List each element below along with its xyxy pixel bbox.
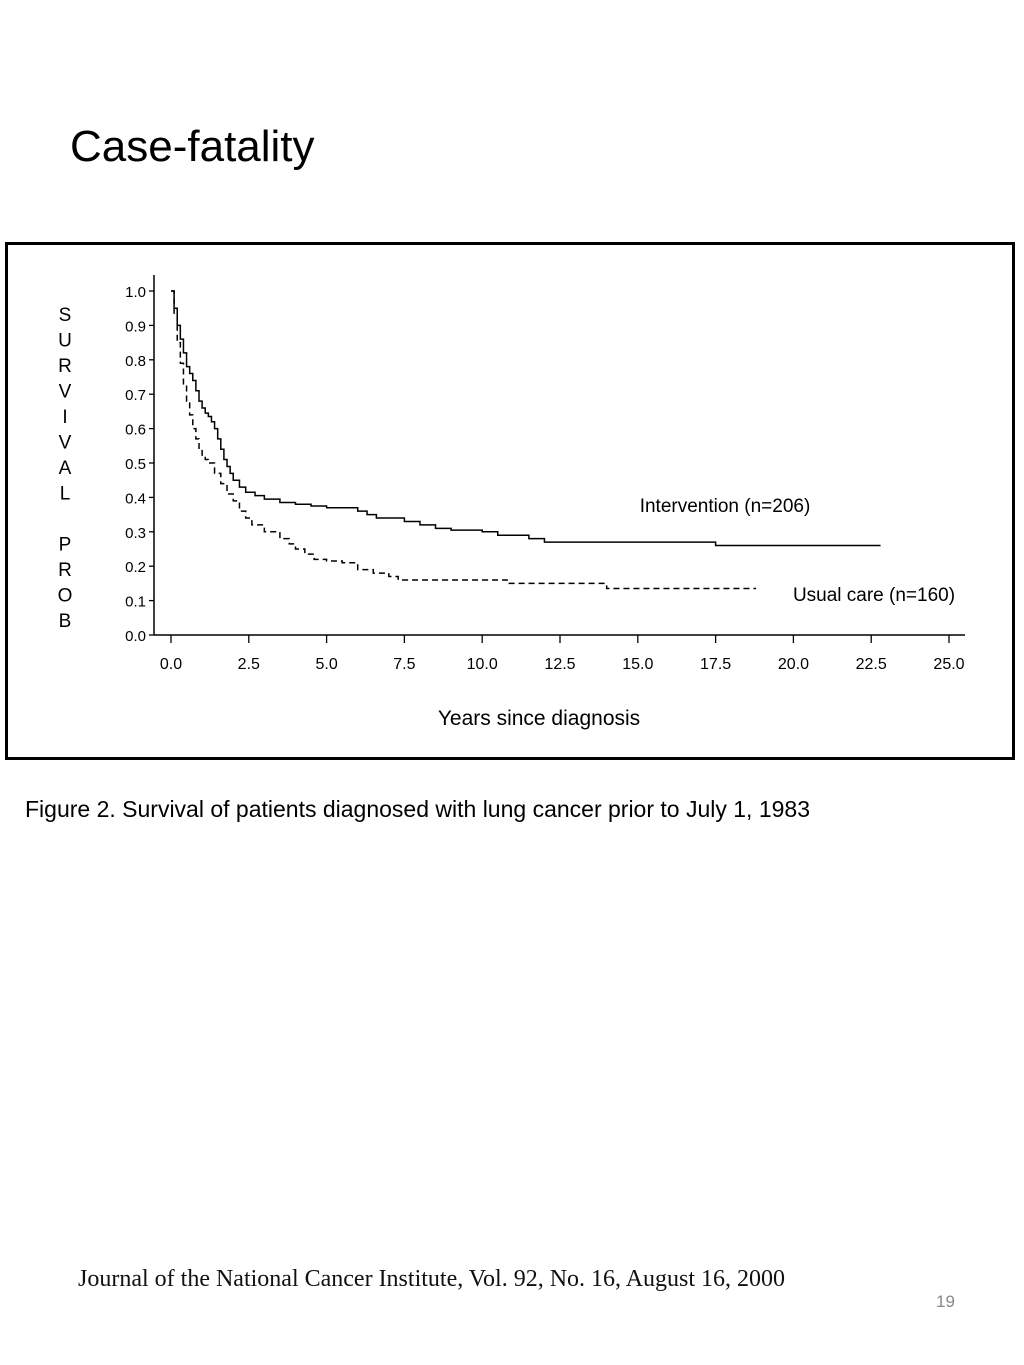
slide-title: Case-fatality [70,122,315,171]
y-tick-label: 0.5 [125,456,146,473]
y-axis-label-letter: A [59,458,72,479]
y-axis-label-letter: V [59,433,72,454]
y-tick-label: 0.8 [125,353,146,370]
y-axis-label-letter: I [62,407,67,428]
series-line-usual-care [171,290,757,590]
series-label-intervention: Intervention (n=206) [640,496,811,517]
x-tick-label: 7.5 [393,656,415,673]
y-tick-label: 1.0 [125,284,146,301]
y-axis-label-letter: R [58,356,72,377]
series-label-usual-care: Usual care (n=160) [793,585,955,606]
x-tick-label: 20.0 [778,656,809,673]
series-lines [171,290,881,590]
y-axis-label-letter: P [59,535,72,556]
annotations: Intervention (n=206) Usual care (n=160) [640,496,955,606]
y-tick-label: 0.1 [125,594,146,611]
y-axis-label-letter: R [58,560,72,581]
y-axis-label-letter: B [59,611,72,632]
y-axis-label-letter: V [59,382,72,403]
y-axis-label-letter: U [58,331,72,352]
y-tick-label: 0.9 [125,318,146,335]
x-tick-label: 0.0 [160,656,182,673]
x-axis-label: Years since diagnosis [438,707,640,730]
y-tick-label: 0.0 [125,628,146,645]
y-axis-label-letter: L [60,484,71,505]
y-tick-label: 0.3 [125,525,146,542]
x-tick-label: 15.0 [622,656,653,673]
page-number: 19 [936,1292,955,1311]
x-tick-label: 25.0 [933,656,964,673]
y-axis-label-letter: O [58,586,73,607]
x-tick-label: 5.0 [315,656,337,673]
figure-caption: Figure 2. Survival of patients diagnosed… [25,796,810,822]
y-axis-label-letter: S [59,305,72,326]
y-tick-label: 0.2 [125,559,146,576]
x-tick-label: 10.0 [467,656,498,673]
x-tick-label: 2.5 [238,656,260,673]
y-tick-label: 0.7 [125,387,146,404]
journal-citation: Journal of the National Cancer Institute… [78,1266,786,1292]
series-line-intervention [171,290,881,547]
x-tick-label: 12.5 [544,656,575,673]
y-tick-label: 0.6 [125,422,146,439]
axes: 0.0 0.1 0.2 0.3 0.4 0.5 0.6 0.7 0.8 0.9 1.0 0.0 2.5 5… [125,275,965,673]
x-tick-label: 17.5 [700,656,731,673]
y-tick-label: 0.4 [125,490,146,507]
x-tick-label: 22.5 [856,656,887,673]
